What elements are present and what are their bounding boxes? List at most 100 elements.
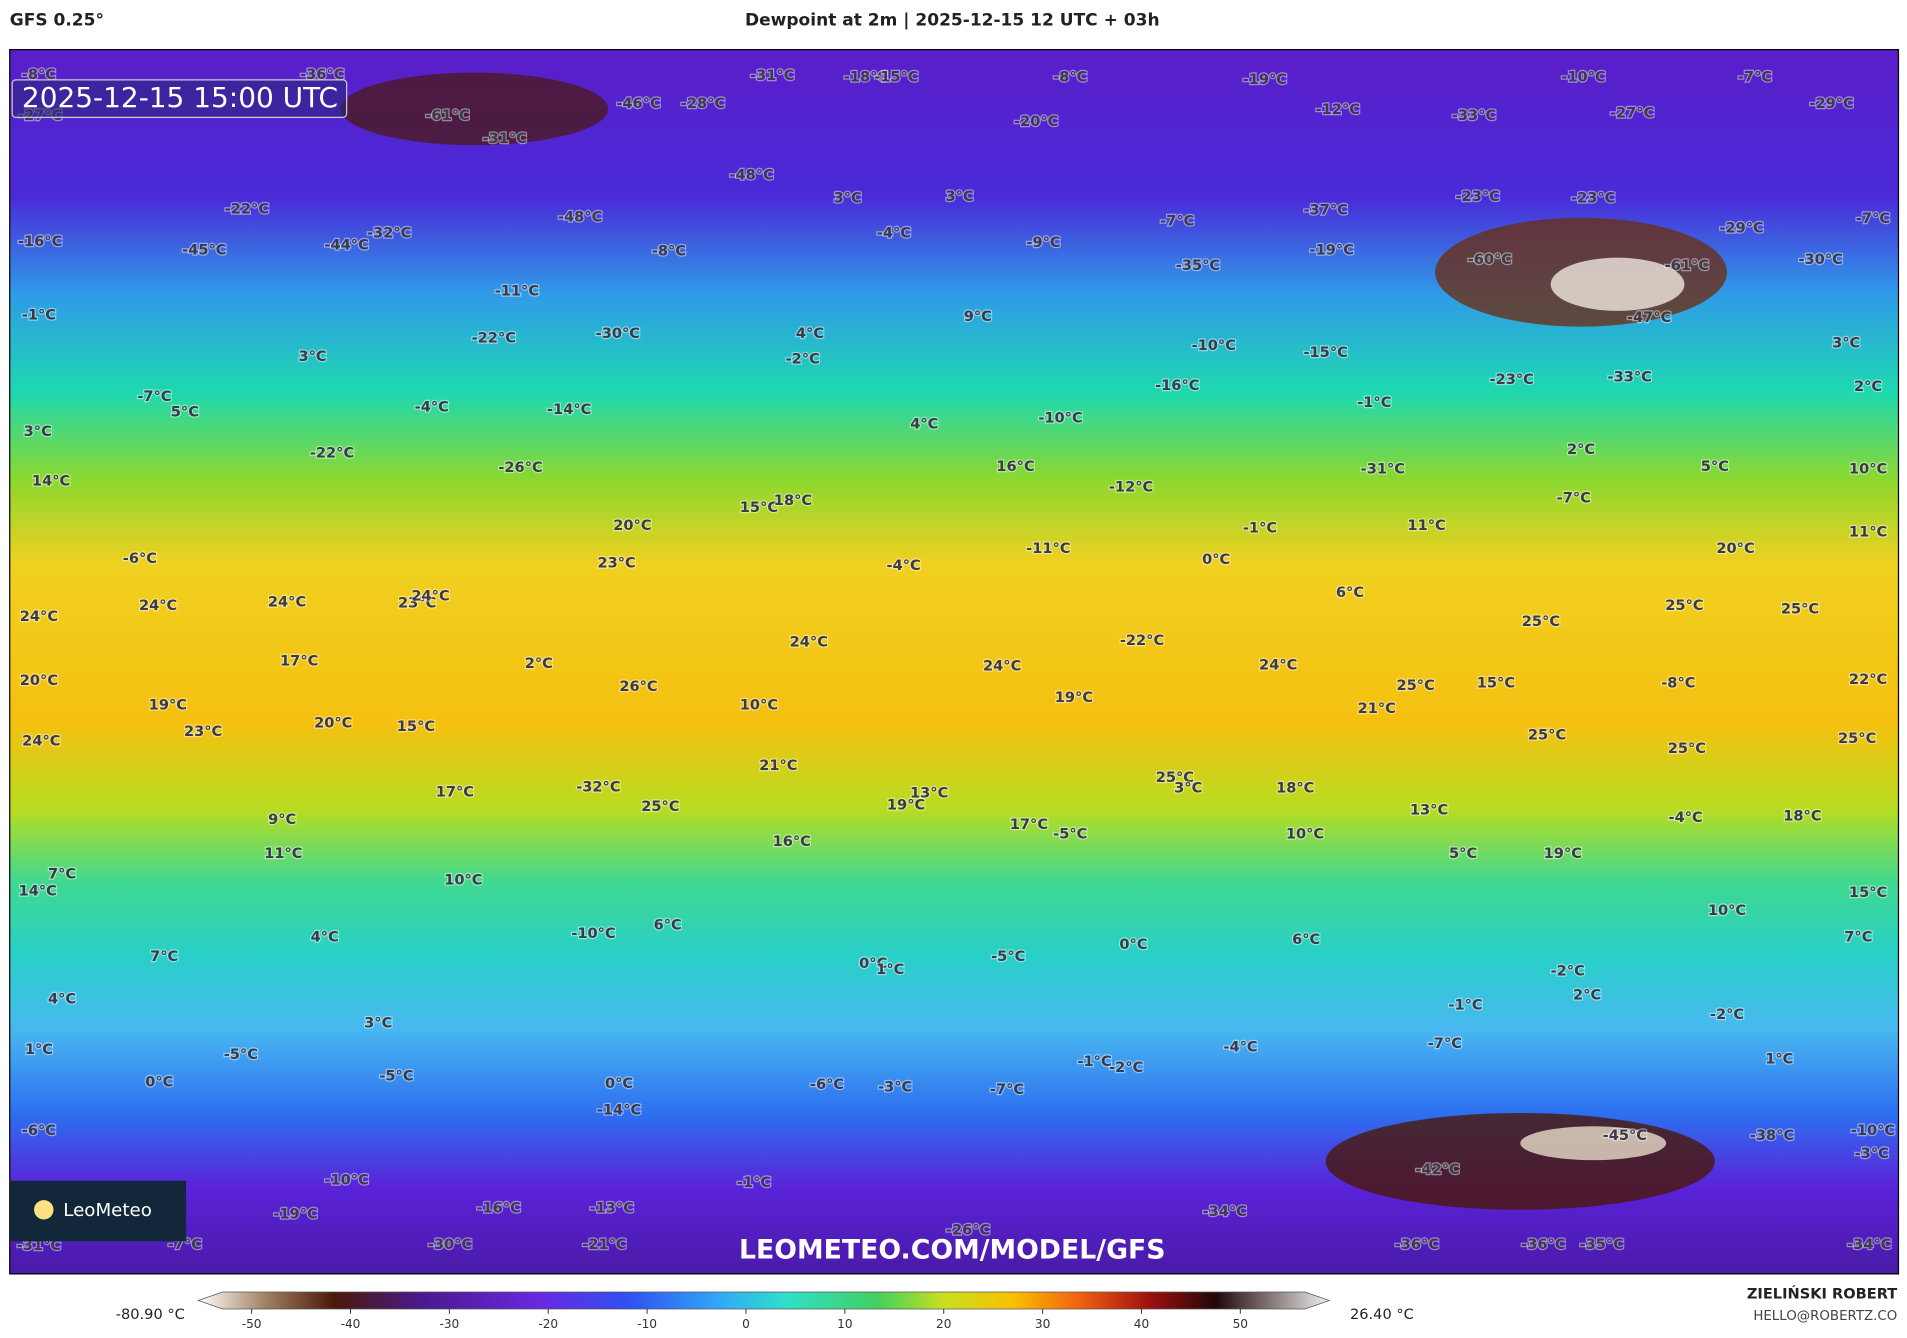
map-label: -8°C xyxy=(652,243,686,260)
map-label: -3°C xyxy=(878,1079,912,1096)
map-label: 23°C xyxy=(597,555,635,572)
map-label: 1°C xyxy=(1765,1051,1793,1068)
colorbar-tick-label: 20 xyxy=(936,1317,951,1331)
colorbar-tick-label: 10 xyxy=(837,1317,852,1331)
model-name: GFS 0.25° xyxy=(10,10,104,30)
map-label: 25°C xyxy=(1781,601,1819,618)
map-label: 15°C xyxy=(1477,675,1515,692)
map-label: -27°C xyxy=(1610,105,1654,122)
colorbar-bar xyxy=(197,1291,1331,1310)
map-label: 25°C xyxy=(1665,597,1703,614)
map-label: 20°C xyxy=(314,714,352,731)
map-label: 15°C xyxy=(397,718,435,735)
map-label: 10°C xyxy=(1849,460,1887,477)
map-label: 0°C xyxy=(605,1075,633,1092)
colorbar-tick-label: -40 xyxy=(341,1317,361,1331)
map-label: -22°C xyxy=(225,200,269,217)
map-label: -5°C xyxy=(1053,826,1087,843)
map-label: -35°C xyxy=(1580,1236,1624,1253)
map-label: 2°C xyxy=(1573,987,1601,1004)
map-label: -2°C xyxy=(786,350,820,367)
map-label: 21°C xyxy=(759,757,797,774)
map-label: -22°C xyxy=(472,330,516,347)
map-label: 23°C xyxy=(398,595,436,612)
map-label: -23°C xyxy=(1456,188,1500,205)
map-label: -45°C xyxy=(1603,1127,1647,1144)
map-label: 17°C xyxy=(280,653,318,670)
map-label: 3°C xyxy=(834,189,862,206)
map-label: -42°C xyxy=(1415,1161,1459,1178)
map-label: 24°C xyxy=(139,597,177,614)
map-label: -33°C xyxy=(1608,368,1652,385)
map-label: 17°C xyxy=(1010,816,1048,833)
map-label: 4°C xyxy=(910,416,938,433)
colorbar-tick-label: -50 xyxy=(242,1317,262,1331)
map-label: 14°C xyxy=(32,473,70,490)
map-label: -46°C xyxy=(616,95,660,112)
map-label: -1°C xyxy=(1243,520,1277,537)
map-label: -2°C xyxy=(1710,1006,1744,1023)
map-label: -5°C xyxy=(991,948,1025,965)
map-label: 10°C xyxy=(1286,826,1324,843)
logo-sun xyxy=(34,1200,54,1220)
map-label: 11°C xyxy=(1849,523,1887,540)
map-label: 3°C xyxy=(946,188,974,205)
map-label: -7°C xyxy=(1557,489,1591,506)
map-label: 24°C xyxy=(22,733,60,750)
map-label: 25°C xyxy=(641,798,679,815)
map-label: 3°C xyxy=(298,348,326,365)
map-label: -7°C xyxy=(137,388,171,405)
map-label: -30°C xyxy=(596,325,640,342)
map-label: 6°C xyxy=(1336,584,1364,601)
map-label: -19°C xyxy=(273,1206,317,1223)
map-label: -22°C xyxy=(310,445,354,462)
map-label: -3°C xyxy=(1855,1145,1889,1162)
map-label: -14°C xyxy=(597,1102,641,1119)
map-label: 3°C xyxy=(1832,335,1860,352)
map-label: 24°C xyxy=(268,593,306,610)
map-label: -9°C xyxy=(1026,234,1060,251)
map-label: -31°C xyxy=(750,67,794,84)
map-label: -36°C xyxy=(1521,1236,1565,1253)
map-label: -35°C xyxy=(1176,257,1220,274)
map-label: 20°C xyxy=(20,672,58,689)
map-label: -4°C xyxy=(415,399,449,416)
cold-area xyxy=(1550,257,1685,311)
map-label: 25°C xyxy=(1838,730,1876,747)
map-label: -1°C xyxy=(22,307,56,324)
watermark: LEOMETEO.COM/MODEL/GFS xyxy=(739,1234,1166,1265)
map-label: -34°C xyxy=(1203,1203,1247,1220)
map-label: -37°C xyxy=(1303,202,1347,219)
map-label: 19°C xyxy=(887,797,925,814)
map-label: -30°C xyxy=(1798,251,1842,268)
map-label: 4°C xyxy=(48,990,76,1007)
map-label: 1°C xyxy=(876,961,904,978)
map-label: 20°C xyxy=(613,517,651,534)
map-label: -31°C xyxy=(1361,460,1405,477)
map-label: -15°C xyxy=(1303,344,1347,361)
map-title: Dewpoint at 2m | 2025-12-15 12 UTC + 03h xyxy=(745,10,1160,30)
map-label: 6°C xyxy=(654,916,682,933)
map-label: 9°C xyxy=(268,811,296,828)
map-label: 16°C xyxy=(773,833,811,850)
map-label: -10°C xyxy=(1192,337,1236,354)
map-label: 25°C xyxy=(1397,677,1435,694)
map-label: -14°C xyxy=(547,401,591,418)
map-label: 0°C xyxy=(859,955,887,972)
map-label: 2°C xyxy=(525,655,553,672)
cold-area xyxy=(1325,1112,1715,1210)
map-label: -11°C xyxy=(495,283,539,300)
map-label: 25°C xyxy=(1522,613,1560,630)
map-label: 0°C xyxy=(145,1074,173,1091)
map-label: -48°C xyxy=(729,166,773,183)
map-label: -26°C xyxy=(498,459,542,476)
map-label: 2°C xyxy=(1567,441,1595,458)
colorbar-min: -80.90 °C xyxy=(116,1306,185,1323)
map-label: -23°C xyxy=(1490,371,1534,388)
map-label: -6°C xyxy=(123,550,157,567)
map-label: 7°C xyxy=(48,866,76,883)
map-label: -16°C xyxy=(18,233,62,250)
map-label: -12°C xyxy=(1109,479,1153,496)
map-label: -36°C xyxy=(1395,1236,1439,1253)
map-label: 18°C xyxy=(1276,780,1314,797)
